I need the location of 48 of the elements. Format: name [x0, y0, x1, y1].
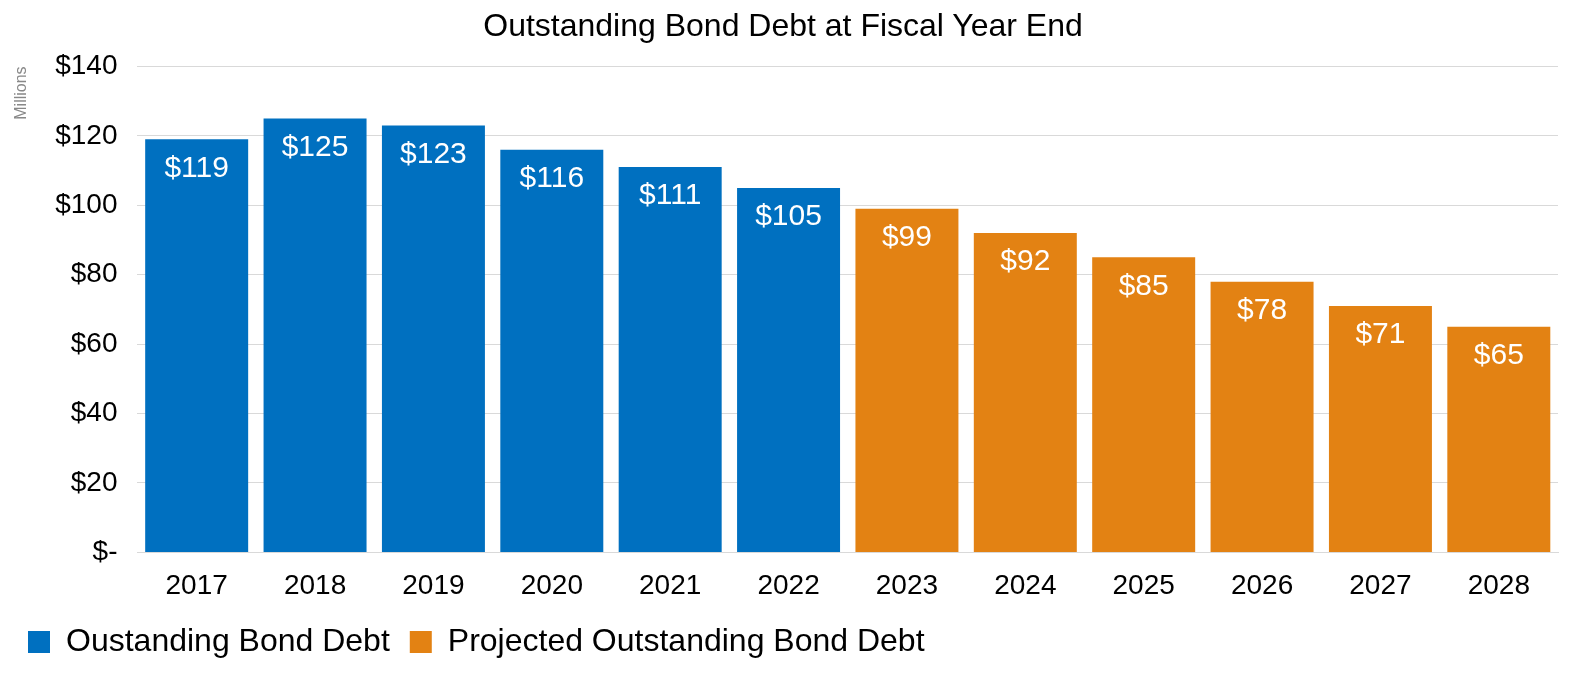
bar: [737, 187, 841, 552]
data-label: $116: [519, 159, 585, 193]
y-tick-label: $80: [70, 257, 118, 289]
x-tick-label: 2028: [1467, 568, 1530, 600]
bar: [855, 208, 959, 552]
data-label: $71: [1355, 316, 1406, 350]
bar: [1210, 281, 1314, 552]
bar: [618, 167, 722, 552]
x-tick-label: 2027: [1349, 568, 1412, 600]
y-tick-label: $60: [70, 326, 118, 358]
x-tick-label: 2021: [639, 568, 702, 600]
bar: [381, 125, 485, 552]
data-label: $92: [1000, 243, 1051, 277]
x-tick-label: 2019: [402, 568, 465, 600]
x-tick-label: 2026: [1230, 568, 1294, 600]
bar: [1447, 326, 1551, 552]
data-label: $99: [881, 218, 932, 252]
data-label: $105: [755, 198, 822, 232]
bar: [973, 233, 1077, 552]
data-label: $85: [1118, 267, 1169, 301]
legend-label: Projected Outstanding Bond Debt: [447, 621, 925, 658]
x-tick-label: 2023: [875, 568, 939, 600]
bar: [500, 149, 604, 552]
data-label: $111: [639, 177, 702, 211]
bar: [263, 118, 367, 552]
data-label: $119: [164, 149, 229, 183]
bar: [145, 139, 249, 552]
data-label: $65: [1473, 337, 1524, 371]
x-tick-label: 2020: [520, 568, 583, 600]
x-tick-label: 2025: [1112, 568, 1175, 600]
x-tick-label: 2022: [757, 568, 820, 600]
data-label: $78: [1237, 291, 1288, 325]
data-label: $125: [281, 128, 349, 162]
legend-label: Oustanding Bond Debt: [66, 621, 390, 658]
y-tick-label: $100: [55, 187, 118, 219]
y-tick-label: $20: [70, 465, 118, 497]
data-label: $123: [400, 135, 467, 169]
x-tick-label: 2018: [283, 568, 347, 600]
y-axis-title: Millions: [12, 66, 30, 120]
chart-title: Outstanding Bond Debt at Fiscal Year End: [483, 7, 1083, 44]
y-tick-label: $120: [55, 118, 118, 150]
bar: [1328, 305, 1432, 552]
y-tick-label: $40: [70, 396, 118, 428]
x-tick-label: 2024: [994, 568, 1057, 600]
x-tick-label: 2017: [165, 568, 228, 600]
bar: [1092, 257, 1196, 552]
y-tick-label: $-: [92, 535, 118, 567]
y-tick-label: $140: [55, 49, 118, 81]
